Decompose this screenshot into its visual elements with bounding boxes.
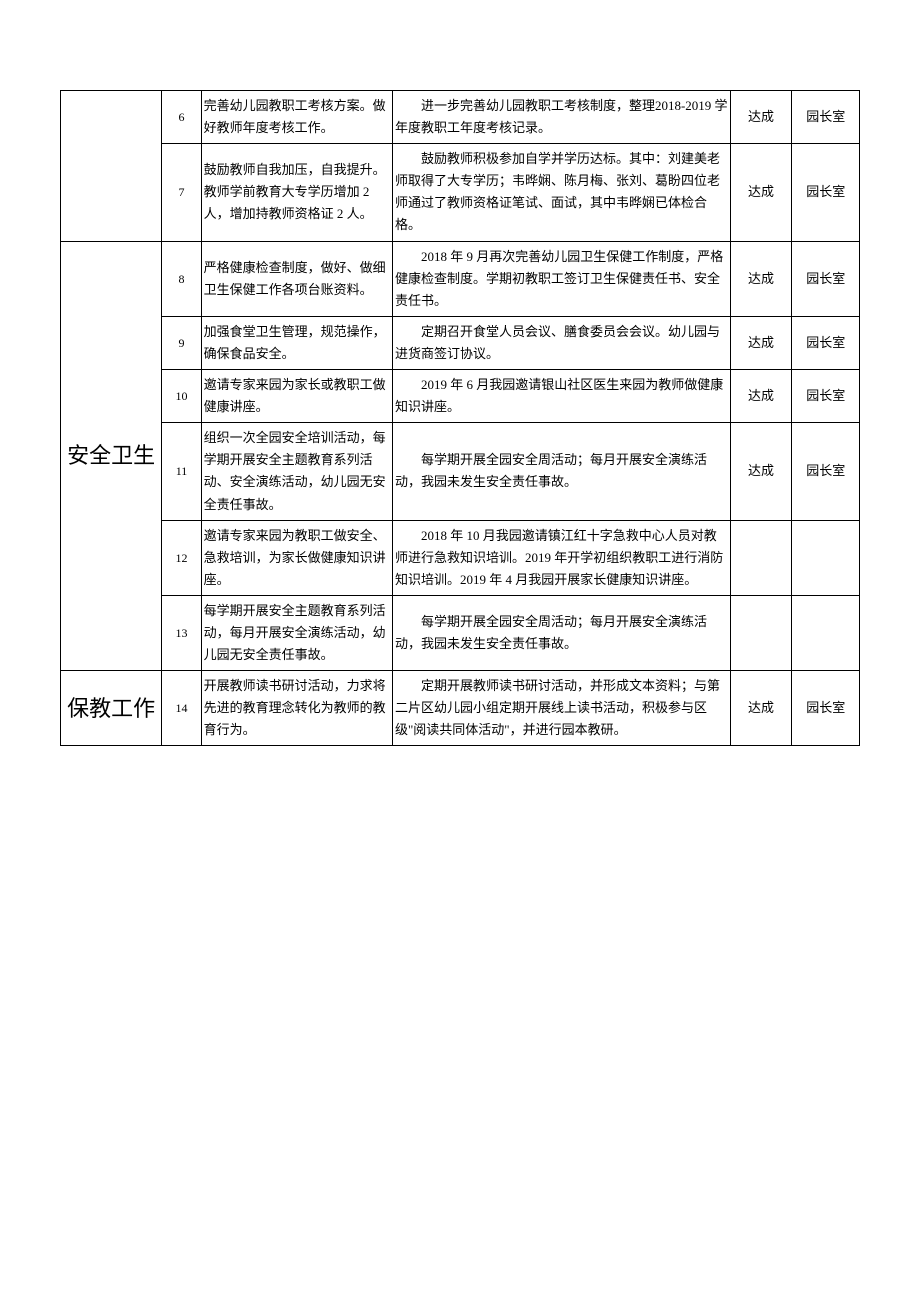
status-cell: 达成 [730,423,792,520]
status-cell: 达成 [730,241,792,316]
desc-cell: 鼓励教师积极参加自学并学历达标。其中：刘建美老师取得了大专学历；韦晔娴、陈月梅、… [392,144,730,241]
status-cell: 达成 [730,144,792,241]
num-cell: 12 [162,520,201,595]
goal-cell: 鼓励教师自我加压，自我提升。教师学前教育大专学历增加 2 人，增加持教师资格证 … [201,144,392,241]
dept-cell [792,520,860,595]
desc-cell: 定期开展教师读书研讨活动，并形成文本资料；与第二片区幼儿园小组定期开展线上读书活… [392,671,730,746]
plan-table: 6 完善幼儿园教职工考核方案。做好教师年度考核工作。 进一步完善幼儿园教职工考核… [60,90,860,746]
dept-cell: 园长室 [792,316,860,369]
num-cell: 11 [162,423,201,520]
table-row: 7 鼓励教师自我加压，自我提升。教师学前教育大专学历增加 2 人，增加持教师资格… [61,144,860,241]
num-cell: 6 [162,91,201,144]
dept-cell: 园长室 [792,370,860,423]
num-cell: 9 [162,316,201,369]
desc-cell: 2018 年 9 月再次完善幼儿园卫生保健工作制度，严格健康检查制度。学期初教职… [392,241,730,316]
desc-cell: 定期召开食堂人员会议、膳食委员会会议。幼儿园与进货商签订协议。 [392,316,730,369]
table-row: 安全卫生 8 严格健康检查制度，做好、做细卫生保健工作各项台账资料。 2018 … [61,241,860,316]
status-cell: 达成 [730,370,792,423]
num-cell: 7 [162,144,201,241]
desc-cell: 2019 年 6 月我园邀请银山社区医生来园为教师做健康知识讲座。 [392,370,730,423]
status-cell: 达成 [730,316,792,369]
desc-cell: 进一步完善幼儿园教职工考核制度，整理2018-2019 学年度教职工年度考核记录… [392,91,730,144]
status-cell [730,595,792,670]
table-row: 9 加强食堂卫生管理，规范操作，确保食品安全。 定期召开食堂人员会议、膳食委员会… [61,316,860,369]
status-cell: 达成 [730,671,792,746]
num-cell: 10 [162,370,201,423]
table-row: 11 组织一次全园安全培训活动，每学期开展安全主题教育系列活动、安全演练活动，幼… [61,423,860,520]
category-cell [61,91,162,242]
goal-cell: 完善幼儿园教职工考核方案。做好教师年度考核工作。 [201,91,392,144]
goal-cell: 组织一次全园安全培训活动，每学期开展安全主题教育系列活动、安全演练活动，幼儿园无… [201,423,392,520]
dept-cell: 园长室 [792,144,860,241]
table-row: 12 邀请专家来园为教职工做安全、急救培训，为家长做健康知识讲座。 2018 年… [61,520,860,595]
num-cell: 8 [162,241,201,316]
goal-cell: 加强食堂卫生管理，规范操作，确保食品安全。 [201,316,392,369]
dept-cell [792,595,860,670]
dept-cell: 园长室 [792,423,860,520]
table-row: 10 邀请专家来园为家长或教职工做健康讲座。 2019 年 6 月我园邀请银山社… [61,370,860,423]
goal-cell: 邀请专家来园为家长或教职工做健康讲座。 [201,370,392,423]
desc-cell: 每学期开展全园安全周活动；每月开展安全演练活动，我园未发生安全责任事故。 [392,595,730,670]
table-row: 6 完善幼儿园教职工考核方案。做好教师年度考核工作。 进一步完善幼儿园教职工考核… [61,91,860,144]
num-cell: 13 [162,595,201,670]
status-cell [730,520,792,595]
goal-cell: 开展教师读书研讨活动，力求将先进的教育理念转化为教师的教育行为。 [201,671,392,746]
category-cell: 安全卫生 [61,241,162,671]
table-row: 13 每学期开展安全主题教育系列活动，每月开展安全演练活动，幼儿园无安全责任事故… [61,595,860,670]
num-cell: 14 [162,671,201,746]
category-cell: 保教工作 [61,671,162,746]
dept-cell: 园长室 [792,91,860,144]
dept-cell: 园长室 [792,241,860,316]
status-cell: 达成 [730,91,792,144]
table-row: 保教工作 14 开展教师读书研讨活动，力求将先进的教育理念转化为教师的教育行为。… [61,671,860,746]
dept-cell: 园长室 [792,671,860,746]
goal-cell: 邀请专家来园为教职工做安全、急救培训，为家长做健康知识讲座。 [201,520,392,595]
goal-cell: 严格健康检查制度，做好、做细卫生保健工作各项台账资料。 [201,241,392,316]
desc-cell: 每学期开展全园安全周活动；每月开展安全演练活动，我园未发生安全责任事故。 [392,423,730,520]
desc-cell: 2018 年 10 月我园邀请镇江红十字急救中心人员对教师进行急救知识培训。20… [392,520,730,595]
goal-cell: 每学期开展安全主题教育系列活动，每月开展安全演练活动，幼儿园无安全责任事故。 [201,595,392,670]
